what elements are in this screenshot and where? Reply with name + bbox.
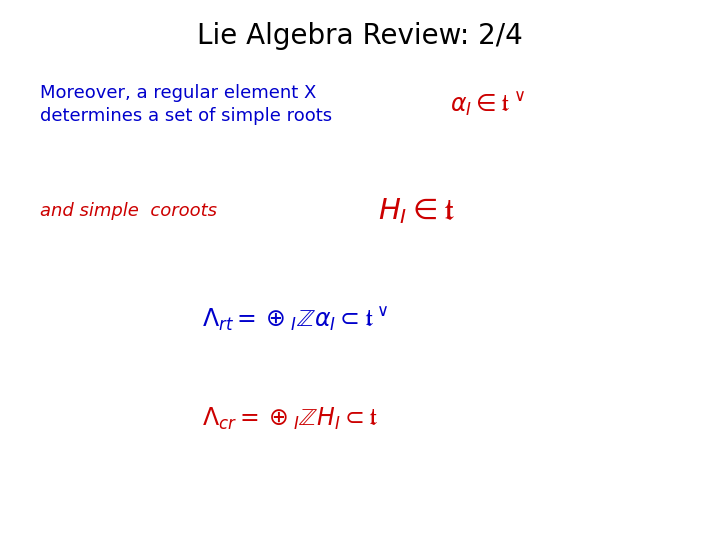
- Text: $\Lambda_{cr} = \oplus_I \mathbb{Z} H_I \subset \mathfrak{t}$: $\Lambda_{cr} = \oplus_I \mathbb{Z} H_I …: [202, 406, 379, 431]
- Text: Lie Algebra Review: 2/4: Lie Algebra Review: 2/4: [197, 22, 523, 50]
- Text: $\alpha_I \in \mathfrak{t}^\vee$: $\alpha_I \in \mathfrak{t}^\vee$: [450, 90, 525, 118]
- Text: and simple  coroots: and simple coroots: [40, 201, 217, 220]
- Text: $H_I \in \mathfrak{t}$: $H_I \in \mathfrak{t}$: [378, 195, 455, 226]
- Text: Moreover, a regular element X
determines a set of simple roots: Moreover, a regular element X determines…: [40, 84, 332, 125]
- Text: $\Lambda_{rt} = \oplus_I \mathbb{Z}\alpha_I \subset \mathfrak{t}^\vee$: $\Lambda_{rt} = \oplus_I \mathbb{Z}\alph…: [202, 305, 388, 333]
